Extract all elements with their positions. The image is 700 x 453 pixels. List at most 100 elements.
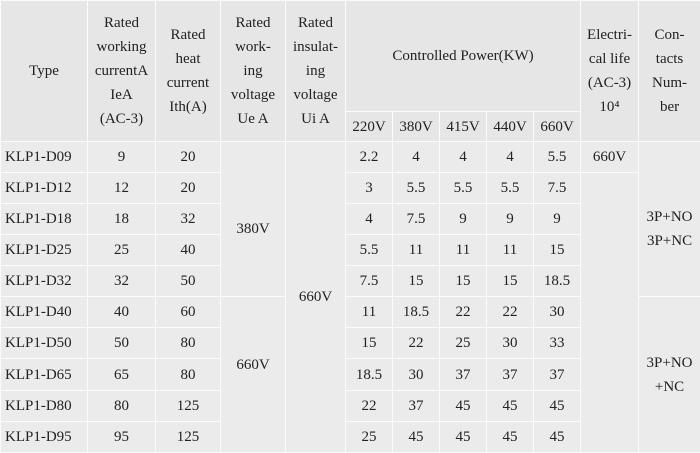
heat-current-cell: 125: [155, 420, 221, 453]
power-cell: 5.5: [532, 140, 582, 173]
contacts-cell: 3P+NO +NC: [638, 296, 700, 453]
current-cell: 18: [87, 202, 156, 235]
power-header: Controlled Power(KW): [344, 0, 582, 113]
current-cell: 65: [87, 358, 156, 391]
power-cell: 45: [439, 389, 487, 422]
power-cell: 9: [532, 202, 582, 235]
power-cell: 45: [532, 389, 582, 422]
power-cell: 5.5: [345, 233, 393, 267]
header-cell: Type: [0, 0, 88, 142]
power-cell: 4: [439, 140, 487, 173]
data-row: KLP1-D25 25 40 5.5 11 11 11 15: [0, 233, 700, 267]
type-cell: KLP1-D40: [0, 296, 88, 329]
power-cell: 7.5: [532, 171, 582, 204]
power-cell: 25: [345, 420, 393, 453]
power-cell: 22: [345, 389, 393, 422]
power-cell: 37: [392, 389, 440, 422]
power-cell: 22: [392, 327, 440, 360]
power-cell: 4: [345, 202, 393, 235]
power-cell: 33: [532, 327, 582, 360]
current-cell: 25: [87, 233, 156, 267]
power-cell: 37: [486, 358, 534, 391]
header-row: Type Rated working currentA IeA (AC-3) Rat…: [0, 0, 700, 142]
type-cell: KLP1-D25: [0, 233, 88, 267]
header-cell: Rated working currentA IeA (AC-3): [87, 0, 156, 142]
ui-cell: 660V: [285, 140, 346, 453]
voltage-header: 415V: [439, 111, 487, 142]
power-cell: 11: [486, 233, 534, 267]
power-cell: 5.5: [392, 171, 440, 204]
type-cell: KLP1-D80: [0, 389, 88, 422]
power-cell: 15: [532, 233, 582, 267]
life-cell: 660V: [580, 140, 640, 173]
power-cell: 5.5: [486, 171, 534, 204]
power-cell: 30: [486, 327, 534, 360]
type-cell: KLP1-D09: [0, 140, 88, 173]
power-cell: 9: [486, 202, 534, 235]
power-cell: 30: [532, 296, 582, 329]
heat-current-cell: 125: [155, 389, 221, 422]
power-cell: 15: [439, 265, 487, 298]
power-cell: 22: [486, 296, 534, 329]
header-cell: Rated heat current Ith(A): [155, 0, 221, 142]
voltage-header: 380V: [392, 111, 440, 142]
current-cell: 50: [87, 327, 156, 360]
current-cell: 80: [87, 389, 156, 422]
current-cell: 32: [87, 265, 156, 298]
data-row: KLP1-D80 80 125 22 37 45 45 45: [0, 389, 700, 422]
voltage-header: 440V: [486, 111, 534, 142]
header-cell: Rated work- ing voltage Ue A: [220, 0, 286, 142]
life-header: Electri- cal life (AC-3) 10⁴: [580, 0, 640, 142]
current-cell: 9: [87, 140, 156, 173]
power-cell: 7.5: [345, 265, 393, 298]
heat-current-cell: 20: [155, 140, 221, 173]
power-cell: 9: [439, 202, 487, 235]
type-cell: KLP1-D18: [0, 202, 88, 235]
power-cell: 25: [439, 327, 487, 360]
heat-current-cell: 50: [155, 265, 221, 298]
ue-cell: 660V: [220, 296, 286, 453]
power-cell: 18.5: [392, 296, 440, 329]
power-cell: 37: [439, 358, 487, 391]
power-cell: 30: [392, 358, 440, 391]
life-empty: [580, 171, 640, 453]
header-cell: Rated insulat- ing voltage Ui A: [285, 0, 346, 142]
type-cell: KLP1-D12: [0, 171, 88, 204]
power-cell: 18.5: [532, 265, 582, 298]
current-cell: 95: [87, 420, 156, 453]
heat-current-cell: 80: [155, 358, 221, 391]
power-cell: 15: [486, 265, 534, 298]
power-cell: 45: [439, 420, 487, 453]
heat-current-cell: 40: [155, 233, 221, 267]
power-cell: 45: [532, 420, 582, 453]
power-cell: 2.2: [345, 140, 393, 173]
voltage-row: 220V 380V 415V 440V 660V: [1, 111, 700, 142]
power-cell: 7.5: [392, 202, 440, 235]
voltage-header: 220V: [345, 111, 393, 142]
power-cell: 18.5: [345, 358, 393, 391]
power-cell: 15: [392, 265, 440, 298]
contacts-cell: 3P+NO 3P+NC: [638, 140, 700, 298]
heat-current-cell: 60: [155, 296, 221, 329]
heat-current-cell: 32: [155, 202, 221, 235]
ue-cell: 380V: [220, 140, 286, 298]
heat-current-cell: 80: [155, 327, 221, 360]
current-cell: 40: [87, 296, 156, 329]
data-row: KLP1-D65 65 80 18.5 30 37 37 37: [0, 358, 700, 391]
data-row: KLP1-D09 9 20 380V 660V 2.2 4 4 4 5.5 660V 3P+NO 3P…: [0, 140, 700, 453]
power-cell: 45: [486, 420, 534, 453]
power-cell: 11: [439, 233, 487, 267]
type-cell: KLP1-D32: [0, 265, 88, 298]
power-cell: 22: [439, 296, 487, 329]
contacts-header: Con- tacts Num- ber: [638, 0, 700, 142]
power-cell: 5.5: [439, 171, 487, 204]
power-cell: 45: [392, 420, 440, 453]
power-cell: 11: [392, 233, 440, 267]
current-cell: 12: [87, 171, 156, 204]
power-cell: 15: [345, 327, 393, 360]
power-cell: 37: [532, 358, 582, 391]
power-cell: 4: [392, 140, 440, 173]
voltage-header: 660V: [532, 111, 582, 142]
